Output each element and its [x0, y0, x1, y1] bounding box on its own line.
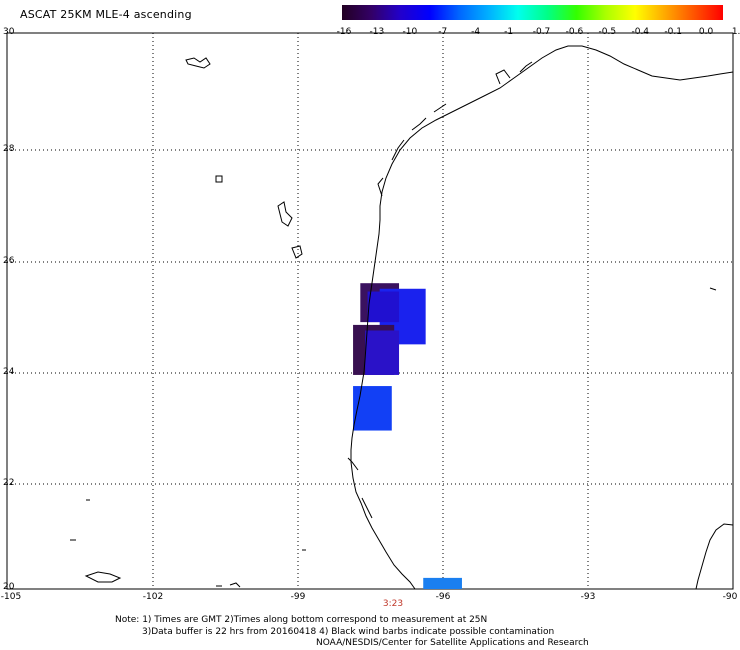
lat-label: 24 [3, 367, 15, 377]
colorbar-fill [342, 5, 723, 20]
colorbar-tick-label: 0.0 [698, 27, 714, 37]
map-frame [6, 32, 734, 590]
inland-lake [291, 245, 303, 259]
lon-label: -96 [435, 592, 451, 602]
swath-cell [367, 291, 400, 323]
colorbar-tick-label: -16 [336, 27, 352, 37]
lat-label: 20 [3, 582, 15, 592]
lat-label: 26 [3, 256, 15, 266]
lat-label: 28 [3, 144, 15, 154]
colorbar-gradient [342, 5, 723, 20]
inland-lake [185, 57, 211, 69]
swath-cell [423, 577, 462, 589]
inland-lake [277, 201, 293, 227]
colorbar-tick-label: -0.7 [532, 27, 551, 37]
lon-label: -90 [722, 592, 738, 602]
colorbar [342, 5, 723, 20]
lon-label: -93 [580, 592, 596, 602]
lon-label: -99 [290, 592, 306, 602]
colorbar-tick-label: -4 [471, 27, 481, 37]
inland-lake [70, 287, 717, 551]
lon-label: -102 [142, 592, 164, 602]
colorbar-tick-label: -1 [504, 27, 514, 37]
lat-label: 30 [3, 27, 15, 37]
time-marker: 3:23 [382, 599, 404, 609]
colorbar-tick-label: -0.6 [565, 27, 584, 37]
note-line-2: 3)Data buffer is 22 hrs from 20160418 4)… [142, 627, 555, 637]
grid [7, 33, 733, 589]
lat-label: 22 [3, 478, 15, 488]
colorbar-tick-label: -7 [438, 27, 448, 37]
lon-label: -105 [0, 592, 22, 602]
inland-lake [215, 175, 223, 183]
colorbar-tick-label: 1.0 [731, 27, 740, 37]
gulf-coastline [350, 45, 734, 590]
colorbar-labels: -16 -13 -10 -7 -4 -1 -0.7 -0.6 -0.5 -0.4 -0.1 0.0 1.… [330, 27, 740, 39]
swath-cell [353, 386, 392, 431]
colorbar-tick-label: -0.4 [631, 27, 650, 37]
colorbar-tick-label: -0.5 [598, 27, 617, 37]
mexico-east-coast [695, 523, 734, 590]
swath-cell [365, 330, 400, 375]
coastal-islands [347, 61, 533, 519]
inland-lake [216, 582, 241, 588]
colorbar-tick-label: -13 [369, 27, 385, 37]
colorbar-tick-label: -0.1 [664, 27, 682, 37]
note-line-3: NOAA/NESDIS/Center for Satellite Applica… [316, 638, 589, 648]
colorbar-tick-label: -10 [402, 27, 418, 37]
swath-cells [353, 283, 462, 589]
chart-title: ASCAT 25KM MLE-4 ascending [20, 8, 192, 21]
inland-lake [84, 571, 122, 583]
note-line-1: Note: 1) Times are GMT 2)Times along bot… [115, 615, 488, 625]
